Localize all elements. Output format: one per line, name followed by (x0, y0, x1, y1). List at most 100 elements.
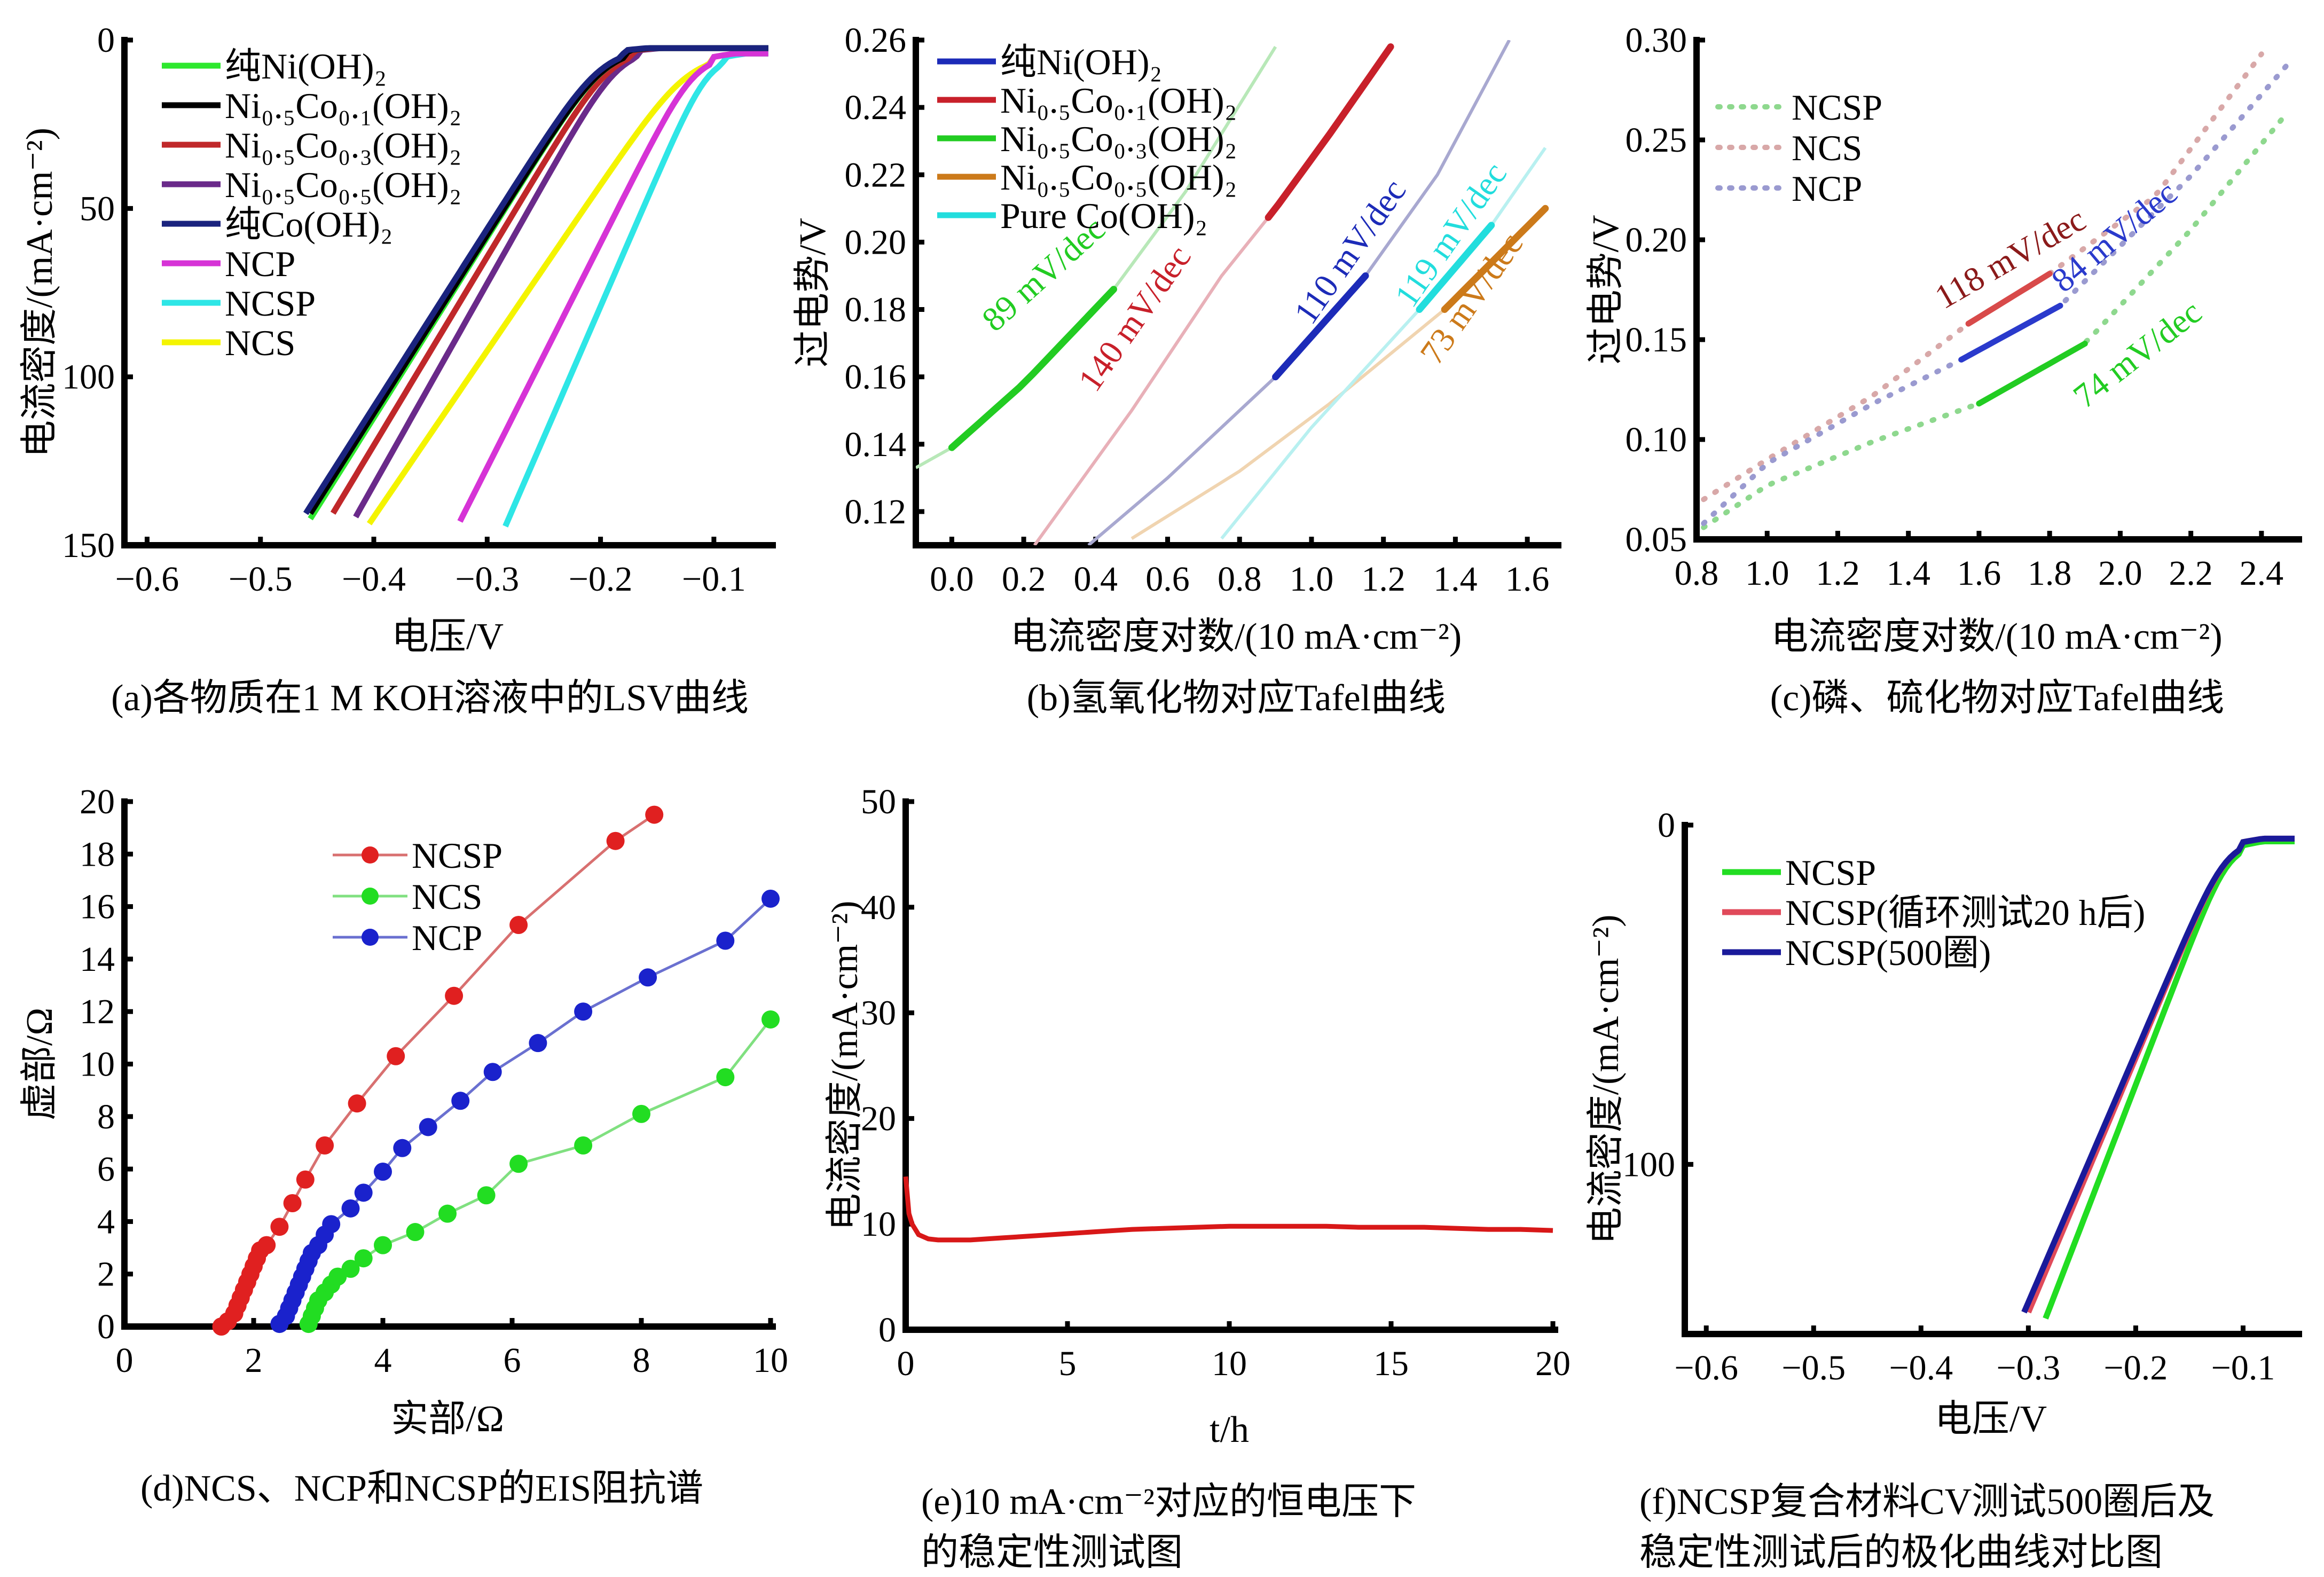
x-tick-label: −0.1 (2211, 1348, 2275, 1387)
x-tick-label: 1.6 (1957, 554, 2001, 593)
legend-item: NCS (333, 876, 482, 917)
y-tick-label: 40 (861, 888, 896, 927)
x-tick-label: 0.8 (1675, 554, 1719, 593)
legend-label: 纯Co(OH)₂ (225, 204, 393, 245)
series-line (503, 50, 768, 528)
tafel-fit-segment (1441, 205, 1549, 313)
y-tick-label: 0 (878, 1311, 896, 1350)
series-line (903, 1176, 1553, 1243)
legend-label: NCSP(循环测试20 h后) (1785, 892, 2145, 933)
y-tick-label: 0.20 (845, 223, 907, 262)
x-tick-label: 0.2 (1002, 560, 1046, 599)
x-tick-label: 5 (1059, 1344, 1077, 1383)
x-axis-label: 实部/Ω (391, 1399, 504, 1440)
y-tick-label: 20 (861, 1099, 896, 1138)
y-tick-label: 0.14 (845, 425, 907, 464)
y-axis-label: 电流密度/(mA·cm⁻²) (825, 901, 866, 1231)
tafel-fit-segment (1265, 43, 1394, 221)
data-point (529, 1034, 547, 1053)
data-point (354, 1249, 373, 1268)
legend-item: NCS (162, 323, 295, 363)
x-tick-label: 0 (116, 1341, 134, 1380)
data-point (387, 1047, 405, 1065)
tafel-fit-segment (1976, 341, 2088, 407)
panel-caption: (a)各物质在1 M KOH溶液中的LSV曲线 (111, 678, 749, 719)
y-axis-label: 过电势/V (1585, 215, 1627, 365)
x-axis-label: t/h (1210, 1409, 1249, 1450)
y-tick-label: 0.30 (1626, 21, 1687, 60)
legend-label: NCP (1792, 168, 1862, 209)
data-point (761, 1010, 780, 1029)
legend-item: Ni₀.₅Co₀.₁(OH)₂ (162, 85, 461, 126)
x-tick-label: 10 (753, 1341, 788, 1380)
x-tick-label: 20 (1535, 1344, 1571, 1383)
x-tick-label: 1.2 (1361, 560, 1406, 599)
data-point (374, 1163, 392, 1181)
data-point (574, 1002, 593, 1021)
panel-caption-line: 的稳定性测试图 (921, 1532, 1183, 1573)
legend-item: NCP (333, 917, 482, 958)
y-tick-label: 0.24 (845, 88, 907, 127)
x-tick-label: 1.4 (1886, 554, 1930, 593)
legend-item: NCS (1715, 128, 1862, 168)
x-tick-label: 1.8 (2028, 554, 2072, 593)
legend-label: 纯Ni(OH)₂ (1000, 42, 1162, 82)
x-tick-label: 10 (1212, 1344, 1247, 1383)
y-tick-label: 0.12 (845, 492, 907, 531)
data-point (270, 1218, 289, 1236)
y-tick-label: 0.16 (845, 358, 907, 397)
y-tick-label: 0.15 (1626, 320, 1687, 359)
data-point (341, 1259, 360, 1278)
legend-item: NCP (162, 244, 295, 284)
y-tick-label: 30 (861, 994, 896, 1033)
y-axis-label: 电流密度/(mA·cm⁻²) (19, 128, 60, 458)
panel-caption-line: (f)NCSP复合材料CV测试500圈后及 (1639, 1481, 2215, 1523)
x-axis-label: 电压/V (391, 616, 504, 657)
y-tick-label: 10 (80, 1045, 115, 1084)
data-point (438, 1204, 457, 1223)
y-tick-label: 0.22 (845, 155, 907, 194)
legend-label: NCP (225, 244, 295, 284)
data-point (406, 1223, 425, 1242)
data-point (483, 1063, 502, 1081)
legend-label: Ni₀.₅Co₀.₁(OH)₂ (1000, 80, 1237, 121)
y-axis-label: 过电势/V (792, 218, 834, 367)
y-tick-label: 100 (62, 358, 115, 397)
tafel-fit-segment (1272, 272, 1369, 381)
x-tick-label: 1.0 (1290, 560, 1334, 599)
data-point (716, 931, 735, 950)
data-point (283, 1194, 302, 1212)
data-point (316, 1136, 334, 1155)
x-axis-label: 电流密度对数/(10 mA·cm⁻²) (1771, 616, 2222, 657)
y-tick-label: 0 (97, 1307, 115, 1346)
legend-label: NCP (412, 917, 482, 958)
x-tick-label: −0.2 (2104, 1348, 2168, 1387)
data-point (419, 1118, 437, 1136)
panel-d: 0 2 4 6 8 10 0 2 4 6 8 10 12 14 16 18 20 实部/Ω 虚部/Ω (d)NCS、N… (19, 782, 788, 1509)
panel-f: −0.6 −0.5 −0.4 −0.3 −0.2 −0.1 0 100 电压/V 电流密度/(mA… (1585, 806, 2302, 1573)
y-tick-label: 18 (80, 835, 115, 874)
panel-c: 0.8 1.0 1.2 1.4 1.6 1.8 2.0 2.2 2.4 0.05 0.10 0.15 0… (1585, 21, 2302, 719)
legend-label: Ni₀.₅Co₀.₃(OH)₂ (1000, 119, 1237, 159)
x-tick-label: −0.4 (1889, 1348, 1953, 1387)
y-tick-label: 8 (97, 1097, 115, 1136)
x-tick-label: −0.2 (569, 560, 633, 599)
legend-item: Ni₀.₅Co₀.₃(OH)₂ (162, 125, 461, 166)
y-tick-label: 0.05 (1626, 520, 1687, 559)
y-tick-label: 50 (80, 189, 115, 228)
x-axis-label: 电流密度对数/(10 mA·cm⁻²) (1010, 616, 1462, 657)
legend-marker (362, 929, 379, 946)
legend-item: 纯Ni(OH)₂ (937, 42, 1162, 82)
legend-label: Ni₀.₅Co₀.₁(OH)₂ (225, 85, 461, 126)
y-tick-label: 14 (80, 940, 115, 979)
x-tick-label: −0.3 (1997, 1348, 2061, 1387)
legend-label: Ni₀.₅Co₀.₃(OH)₂ (225, 125, 461, 166)
legend-item: NCSP (333, 835, 503, 876)
data-point (445, 986, 464, 1005)
legend-marker (362, 888, 379, 905)
x-tick-label: 8 (633, 1341, 650, 1380)
x-tick-label: −0.5 (229, 560, 293, 599)
y-tick-label: 0 (97, 21, 115, 60)
y-tick-label: 10 (861, 1205, 896, 1244)
